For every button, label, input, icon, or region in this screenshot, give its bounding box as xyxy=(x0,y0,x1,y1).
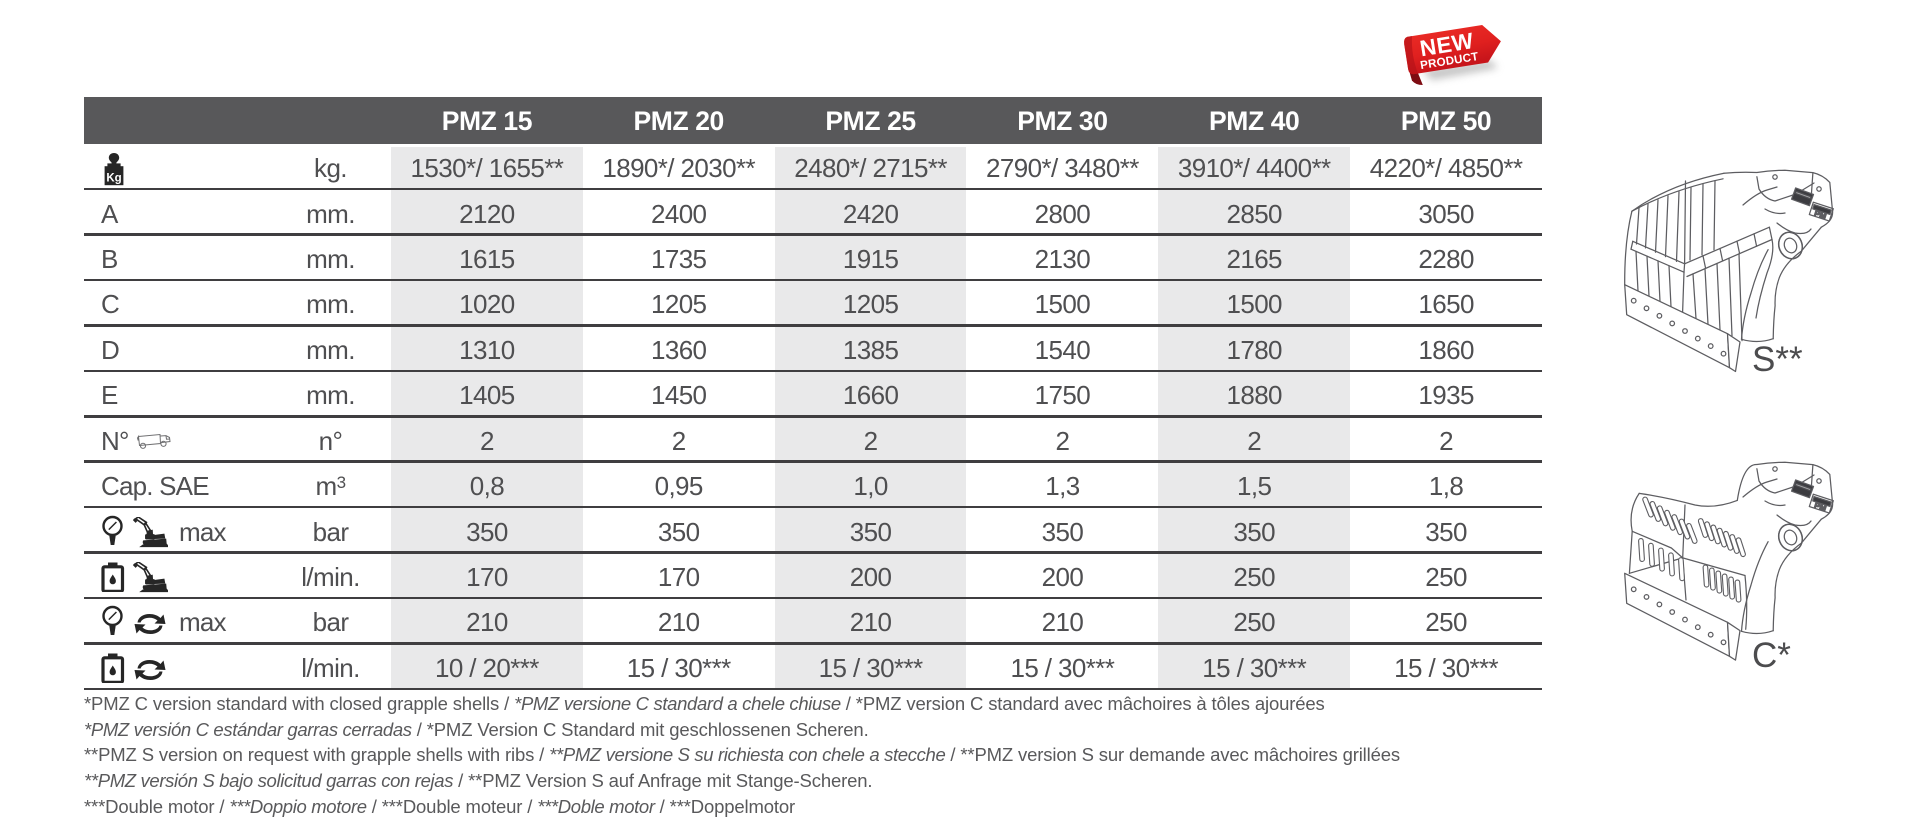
svg-text:Kg: Kg xyxy=(106,173,121,185)
svg-text:PM: PM xyxy=(1813,501,1828,513)
svg-text:C*: C* xyxy=(1752,636,1791,675)
svg-text:S**: S** xyxy=(1752,340,1803,379)
svg-text:PM: PM xyxy=(1813,209,1828,221)
